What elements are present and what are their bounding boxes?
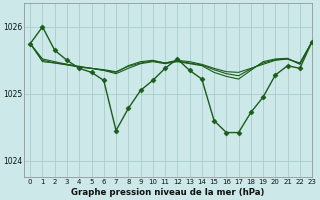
X-axis label: Graphe pression niveau de la mer (hPa): Graphe pression niveau de la mer (hPa) (71, 188, 265, 197)
